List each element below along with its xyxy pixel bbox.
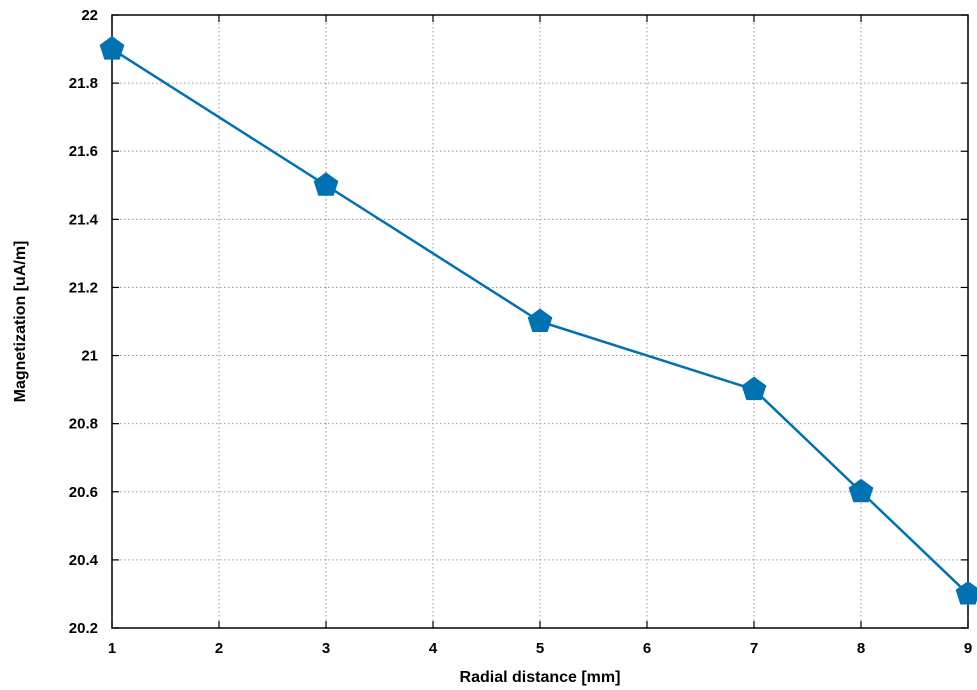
series-line bbox=[111, 48, 969, 595]
x-tick-label: 1 bbox=[108, 640, 116, 657]
data-point-marker bbox=[527, 308, 553, 333]
data-point-marker bbox=[741, 376, 767, 401]
y-axis-label: Magnetization [uA/m] bbox=[12, 241, 29, 403]
data-point-marker bbox=[99, 36, 125, 60]
y-tick-label: 21.8 bbox=[69, 75, 98, 92]
y-tick-label: 20.6 bbox=[69, 484, 98, 501]
x-tick-label: 7 bbox=[750, 640, 758, 657]
series-layer bbox=[99, 36, 977, 605]
x-tick-label: 5 bbox=[536, 640, 544, 657]
y-tick-label: 20.2 bbox=[69, 620, 98, 637]
data-point-marker bbox=[313, 172, 339, 196]
x-tick-label: 3 bbox=[322, 640, 330, 657]
y-tick-label: 21.4 bbox=[69, 211, 99, 228]
y-tick-label: 20.4 bbox=[69, 552, 99, 569]
y-tick-label: 22 bbox=[81, 7, 98, 24]
data-point-marker bbox=[848, 478, 874, 503]
grid-lines bbox=[112, 15, 968, 628]
y-tick-label: 20.8 bbox=[69, 416, 98, 433]
y-tick-label: 21.2 bbox=[69, 279, 98, 296]
axis-ticks bbox=[111, 14, 969, 629]
x-axis-label: Radial distance [mm] bbox=[460, 669, 621, 686]
x-axis-tick-labels: 1 2 3 4 5 6 7 8 9 bbox=[108, 640, 972, 657]
y-tick-label: 21 bbox=[81, 348, 98, 365]
x-tick-label: 4 bbox=[429, 640, 438, 657]
y-tick-label: 21.6 bbox=[69, 143, 98, 160]
x-tick-label: 6 bbox=[643, 640, 651, 657]
x-tick-label: 2 bbox=[215, 640, 223, 657]
x-tick-label: 9 bbox=[964, 640, 972, 657]
data-point-marker bbox=[955, 580, 977, 605]
y-axis-tick-labels: 20.2 20.4 20.6 20.8 21 21.2 21.4 21.6 21.8 22 bbox=[69, 7, 99, 637]
x-tick-label: 8 bbox=[857, 640, 865, 657]
